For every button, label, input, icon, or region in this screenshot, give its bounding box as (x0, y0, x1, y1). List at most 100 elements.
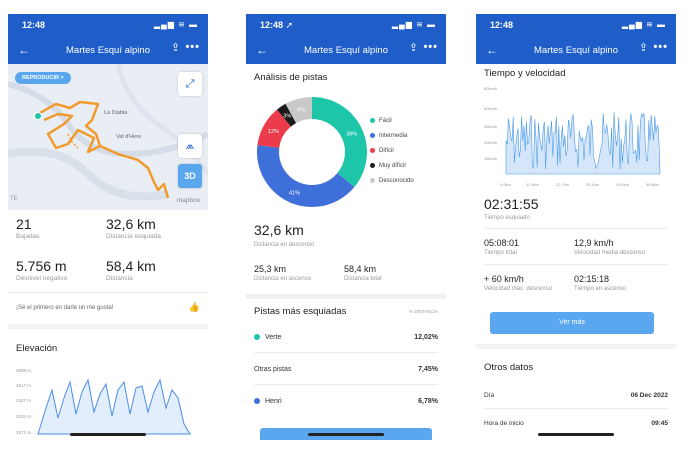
see-more-button[interactable]: Ver más (490, 312, 654, 334)
y-tick: 2204 m (16, 414, 32, 419)
donut-label: 3% (283, 114, 291, 120)
legend-label: Intermedia (379, 133, 408, 140)
divider (484, 228, 668, 229)
run-row[interactable]: Otras pistas 7,45% (254, 366, 438, 373)
donut-slice-difícil (257, 109, 291, 148)
share-icon[interactable]: ⇪ (170, 42, 180, 54)
section-gap (246, 294, 446, 299)
map-terrain (8, 64, 208, 201)
ascent-time-value: 02:15:18 (574, 274, 610, 284)
compass-icon[interactable]: ⩕ (178, 134, 202, 158)
run-pct: 7,45% (418, 366, 438, 373)
descent-distance-value: 32,6 km (254, 222, 304, 238)
y-tick: 15km/h (484, 156, 498, 161)
donut-slice-muy-difícil (276, 103, 297, 127)
runs-header: % DISTANCIA (409, 309, 438, 314)
info-row-start: Hora de inicio 09:45 (484, 420, 668, 427)
legend-dot (370, 118, 375, 123)
legend-label: Difícil (379, 148, 394, 155)
y-tick: 45km/h (484, 124, 498, 129)
y-tick: 2427 m (16, 398, 32, 403)
route-map[interactable]: REPRODUCIR > La Diabla Val d'Here ⤢ ⩕ 3D… (8, 64, 208, 210)
speed-title: Tiempo y velocidad (484, 68, 566, 79)
screen-summary: 12:48 ▂▄▆ ≋ ▬ ← Martes Esquí alpino ⇪ ••… (8, 14, 208, 440)
runs-title: Pistas más esquiadas (254, 306, 347, 317)
section-gap (8, 324, 208, 329)
divider (484, 264, 668, 265)
run-row[interactable]: Henri 6,78% (254, 398, 438, 405)
legend-dot (370, 178, 375, 183)
speed-series (505, 112, 661, 175)
expand-icon[interactable]: ⤢ (178, 72, 202, 96)
top-bar: 12:48 ▂▄▆ ≋ ▬ ← Martes Esquí alpino ⇪ ••… (8, 14, 208, 64)
replay-button[interactable]: REPRODUCIR > (15, 72, 71, 84)
stat-ski-distance: 32,6 km Distancia esquiada (106, 216, 161, 240)
share-icon[interactable]: ⇪ (408, 42, 418, 54)
descent-distance-label: Distancia en descenso (254, 242, 315, 248)
ski-time-value: 02:31:55 (484, 196, 539, 212)
donut-label: 12% (268, 129, 279, 135)
x-tick: 0,0km (500, 182, 511, 187)
legend-label: Desconocido (379, 178, 414, 185)
y-tick: 80km/h (484, 86, 498, 91)
ascent-distance-value: 25,3 km (254, 264, 287, 274)
more-icon[interactable]: ••• (653, 41, 668, 53)
divider (254, 384, 438, 385)
donut-label: 8% (297, 107, 305, 113)
info-value: 06 Dec 2022 (630, 392, 668, 399)
divider (8, 292, 208, 293)
thumbs-up-icon[interactable]: 👍 (188, 302, 200, 312)
ascent-time-label: Tiempo en ascenso (574, 286, 627, 292)
like-prompt: ¡Sé el primero en darle un me gusta! (16, 305, 114, 311)
more-icon[interactable]: ••• (423, 41, 438, 53)
ski-time-label: Tiempo esquiado (484, 215, 530, 221)
total-time-value: 05:08:01 (484, 238, 520, 248)
other-data-title: Otros datos (484, 362, 534, 373)
donut-label: 36% (346, 131, 357, 137)
run-color-dot (254, 334, 260, 341)
back-arrow-icon[interactable]: ← (486, 43, 498, 57)
back-arrow-icon[interactable]: ← (256, 43, 268, 57)
y-tick: 60km/h (484, 106, 498, 111)
legend-dot (370, 163, 375, 168)
avg-speed-value: 12,9 km/h (574, 238, 614, 248)
max-speed-label: Velocidad máx. descenso (484, 286, 553, 292)
3d-button[interactable]: 3D (178, 164, 202, 188)
back-arrow-icon[interactable]: ← (18, 43, 30, 57)
stat-descent: 5.756 m Desnivel negativo (16, 258, 68, 282)
legend-dot (370, 148, 375, 153)
x-tick: 11,9km (526, 182, 539, 187)
stat-distance: 58,4 km Distancia (106, 258, 156, 282)
info-label: Día (484, 392, 495, 399)
donut-slice-fácil (312, 97, 367, 188)
share-icon[interactable]: ⇪ (638, 42, 648, 54)
status-icons: ▂▄▆ ≋ ▬ (391, 20, 436, 29)
status-time: 12:48 ➚ (260, 20, 294, 30)
legend-dot (370, 133, 375, 138)
run-color-dot (254, 398, 260, 405)
total-distance-value: 58,4 km (344, 264, 377, 274)
info-row-day: Día 06 Dec 2022 (484, 392, 668, 399)
x-tick: 35,1km (586, 182, 600, 187)
home-indicator (538, 433, 614, 436)
y-tick: 1971 m (16, 430, 32, 435)
status-time: 12:48 (22, 20, 46, 30)
page-title: Martes Esquí alpino (304, 45, 388, 56)
donut-slice-intermedia (257, 145, 355, 207)
run-name: Verte (265, 334, 282, 341)
run-name: Otras pistas (254, 366, 292, 373)
legend-item: Fácil (370, 118, 392, 124)
run-pct: 6,78% (418, 398, 438, 405)
stat-runs: 21 Bajadas (16, 216, 40, 240)
total-distance-label: Distancia total (344, 276, 382, 282)
info-label: Hora de inicio (484, 420, 524, 427)
more-icon[interactable]: ••• (185, 41, 200, 53)
info-value: 09:45 (651, 420, 668, 427)
legend-item: Desconocido (370, 178, 414, 184)
y-tick: 30km/h (484, 140, 498, 145)
run-pct: 12,02% (414, 334, 438, 341)
run-row[interactable]: Verte 12,02% (254, 334, 438, 341)
legend-item: Muy difícil (370, 163, 406, 169)
top-bar: 12:48 ➚ ▂▄▆ ≋ ▬ ← Martes Esquí alpino ⇪ … (246, 14, 446, 64)
legend-item: Intermedia (370, 133, 407, 139)
